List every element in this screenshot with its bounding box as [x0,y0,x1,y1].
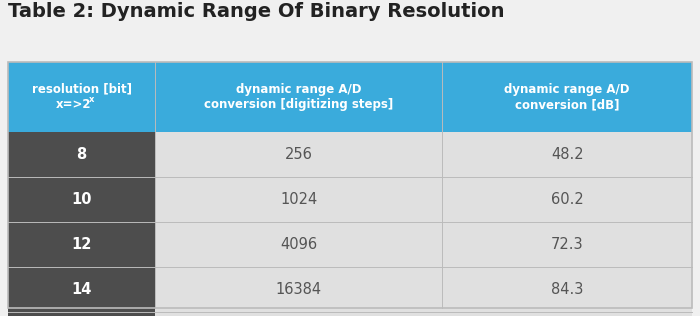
Bar [155,312,692,316]
Bar [8,177,155,222]
Text: 256: 256 [285,147,313,162]
Text: dynamic range A/D
conversion [dB]: dynamic range A/D conversion [dB] [505,83,630,111]
Text: 14: 14 [71,282,92,297]
Text: x=>2: x=>2 [56,99,91,112]
Text: 12: 12 [71,237,92,252]
Bar [155,222,692,267]
Text: 60.2: 60.2 [551,192,584,207]
Bar [8,62,692,308]
Text: 16384: 16384 [276,282,322,297]
Bar [8,267,155,312]
Text: dynamic range A/D
conversion [digitizing steps]: dynamic range A/D conversion [digitizing… [204,83,393,111]
Text: x: x [89,95,95,105]
Text: 84.3: 84.3 [551,282,583,297]
Text: resolution [bit]: resolution [bit] [32,82,132,95]
Text: Table 2: Dynamic Range Of Binary Resolution: Table 2: Dynamic Range Of Binary Resolut… [8,2,505,21]
Bar [8,222,155,267]
Text: 72.3: 72.3 [551,237,584,252]
Text: 4096: 4096 [280,237,317,252]
Text: 1024: 1024 [280,192,317,207]
Text: 10: 10 [71,192,92,207]
Text: 8: 8 [76,147,87,162]
Text: 48.2: 48.2 [551,147,584,162]
Bar [8,62,692,132]
Bar [155,132,692,177]
Bar [155,177,692,222]
Bar [8,132,155,177]
Bar [8,312,155,316]
Bar [155,267,692,312]
